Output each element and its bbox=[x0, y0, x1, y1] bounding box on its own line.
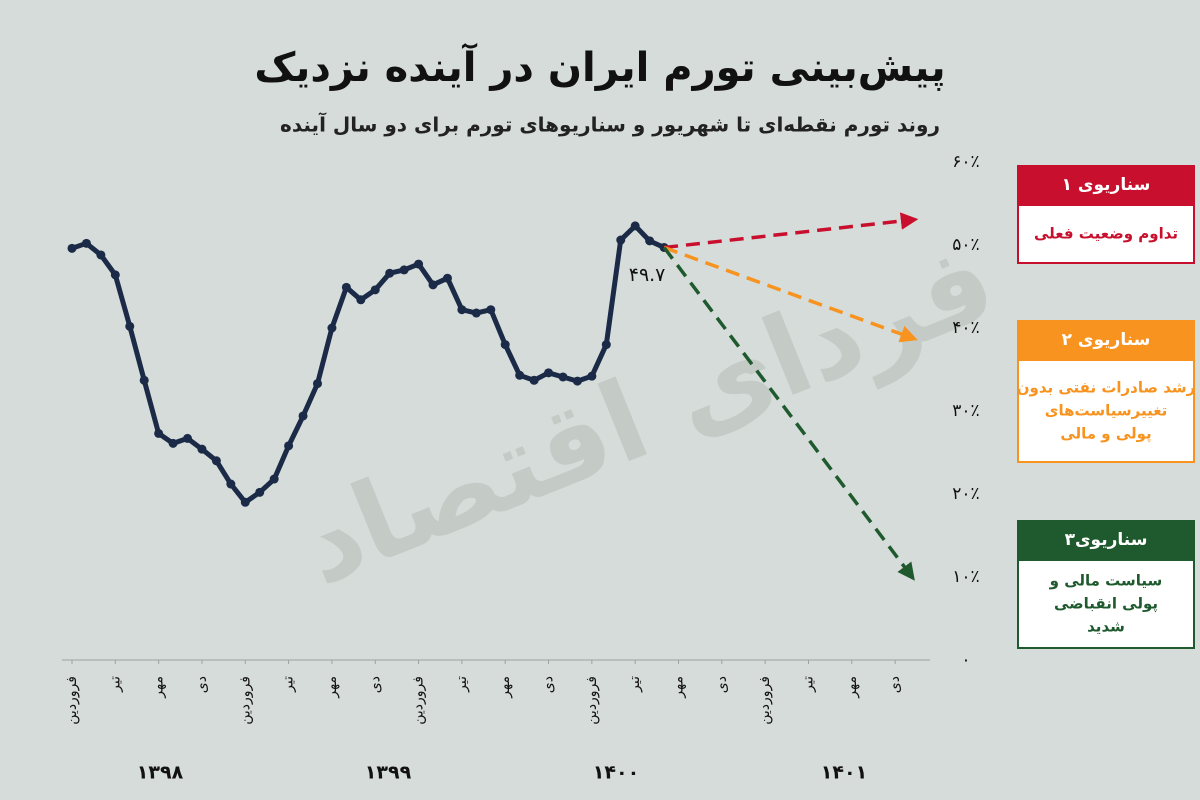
point bbox=[500, 340, 510, 350]
point bbox=[226, 479, 236, 489]
legend-description: تداوم وضعیت فعلی bbox=[1034, 225, 1178, 243]
x-tick-label: فروردین bbox=[237, 676, 253, 725]
year-label: ۱۴۰۱ bbox=[821, 762, 867, 784]
legend-description: پولی و مالی bbox=[1060, 425, 1151, 444]
point bbox=[486, 305, 496, 315]
year-label: ۱۳۹۸ bbox=[137, 762, 184, 784]
point bbox=[125, 321, 135, 331]
x-tick-label: مهر bbox=[324, 676, 340, 699]
point bbox=[168, 438, 178, 448]
x-tick-label: مهر bbox=[497, 676, 513, 699]
legend-header bbox=[1017, 320, 1195, 360]
point bbox=[197, 444, 207, 454]
x-tick-label: مهر bbox=[671, 676, 687, 699]
x-tick-label: فروردین bbox=[757, 676, 773, 725]
point bbox=[341, 282, 351, 292]
x-tick-label: دی bbox=[887, 676, 903, 693]
point bbox=[601, 340, 611, 350]
point bbox=[154, 428, 164, 438]
point bbox=[298, 411, 308, 421]
x-tick-label: مهر bbox=[844, 676, 860, 699]
legend-header bbox=[1017, 520, 1195, 560]
legend-description: تغییرسیاست‌های bbox=[1045, 402, 1168, 420]
point bbox=[356, 295, 366, 305]
legend-description: پولی انقباضی bbox=[1054, 595, 1158, 614]
point bbox=[414, 259, 424, 269]
point bbox=[399, 265, 409, 275]
point bbox=[327, 323, 337, 333]
point bbox=[240, 497, 250, 507]
point bbox=[139, 375, 149, 385]
value-label: ۴۹.۷ bbox=[629, 264, 666, 286]
x-tick-label: دی bbox=[367, 676, 383, 693]
legend-title: سناریوی۳ bbox=[1065, 530, 1148, 550]
x-tick-label: تیر bbox=[627, 676, 643, 693]
point bbox=[616, 235, 626, 245]
point bbox=[284, 441, 294, 451]
legend-description: شدید bbox=[1087, 618, 1125, 636]
x-tick-label: دی bbox=[194, 676, 210, 693]
point bbox=[81, 238, 91, 248]
x-tick-label: مهر bbox=[151, 676, 167, 699]
legend-title: سناریوی ۲ bbox=[1062, 330, 1151, 350]
x-tick-label: تیر bbox=[107, 676, 123, 693]
point bbox=[67, 243, 77, 253]
x-tick-label: تیر bbox=[281, 676, 297, 693]
point bbox=[515, 370, 525, 380]
point bbox=[269, 474, 279, 484]
x-tick-label: فروردین bbox=[584, 676, 600, 725]
y-tick-label: ۳۰٪ bbox=[952, 401, 979, 421]
point bbox=[255, 487, 265, 497]
scenario-line bbox=[662, 246, 915, 581]
point bbox=[428, 280, 438, 290]
x-tick-label: تیر bbox=[800, 676, 816, 693]
legend-body bbox=[1017, 204, 1195, 264]
point bbox=[442, 273, 452, 283]
y-tick-label: ۶۰٪ bbox=[952, 152, 979, 172]
x-tick-label: دی bbox=[714, 676, 730, 693]
point bbox=[183, 433, 193, 443]
point bbox=[558, 372, 568, 382]
year-label: ۱۳۹۹ bbox=[365, 762, 412, 784]
y-tick-label: ۱۰٪ bbox=[952, 567, 979, 587]
year-label: ۱۴۰۰ bbox=[593, 762, 639, 784]
legend-description: سیاست مالی و bbox=[1049, 572, 1163, 590]
x-tick-label: فروردین bbox=[64, 676, 80, 725]
legend-header bbox=[1017, 165, 1195, 205]
legend-body bbox=[1017, 559, 1195, 649]
point bbox=[370, 285, 380, 295]
point bbox=[312, 379, 322, 389]
point bbox=[211, 456, 221, 466]
scenario-line bbox=[663, 212, 919, 250]
legend-title: سناریوی ۱ bbox=[1062, 175, 1151, 195]
y-tick-label: ۵۰٪ bbox=[952, 235, 979, 255]
legend-description: رشد صادرات نفتی بدون bbox=[1017, 379, 1196, 397]
legend-body bbox=[1017, 359, 1195, 463]
point bbox=[110, 270, 120, 280]
point bbox=[572, 376, 582, 386]
point bbox=[587, 371, 597, 381]
point bbox=[96, 250, 106, 260]
point bbox=[529, 375, 539, 385]
y-tick-label: ۲۰٪ bbox=[952, 484, 979, 504]
y-tick-label: ۴۰٪ bbox=[952, 318, 979, 338]
x-tick-label: فروردین bbox=[411, 676, 427, 725]
chart-subtitle: روند تورم نقطه‌ای تا شهریور و سناریوهای … bbox=[280, 112, 940, 137]
point bbox=[471, 308, 481, 318]
chart-title: پیش‌بینی تورم ایران در آینده نزدیک bbox=[254, 42, 945, 91]
point bbox=[645, 236, 655, 246]
x-tick-label: تیر bbox=[454, 676, 470, 693]
point bbox=[385, 268, 395, 278]
y-tick-label: ۰ bbox=[961, 650, 970, 670]
point bbox=[630, 221, 640, 231]
point bbox=[457, 305, 467, 315]
x-tick-label: دی bbox=[541, 676, 557, 693]
point bbox=[544, 368, 554, 378]
